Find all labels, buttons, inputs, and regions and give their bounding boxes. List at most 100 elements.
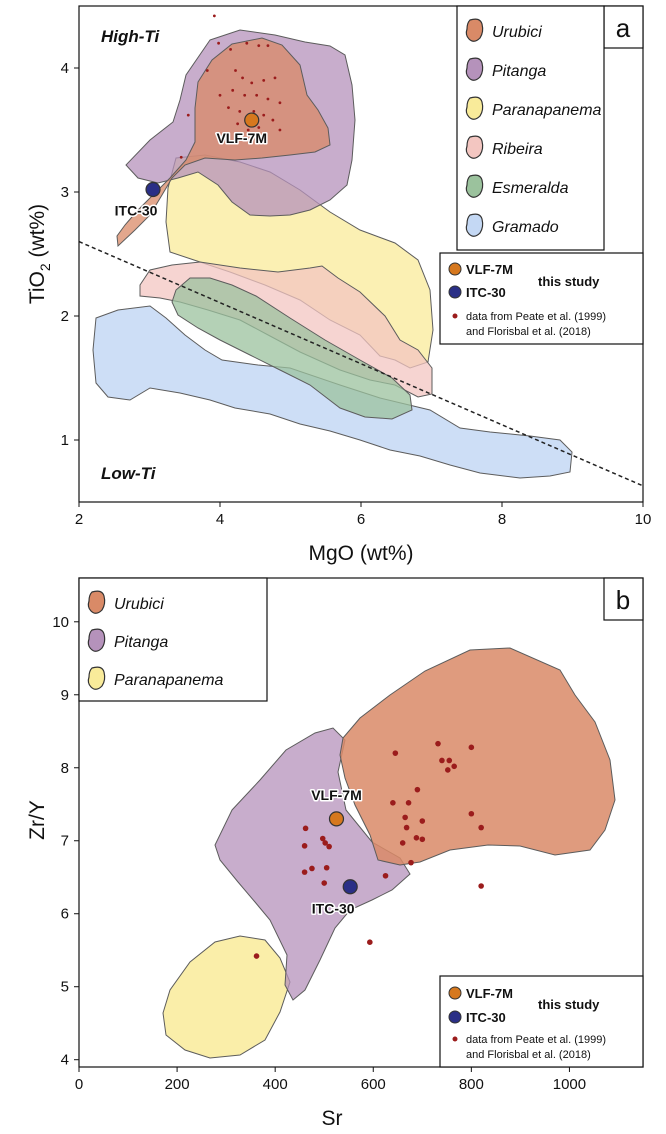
y-tick-label: 4 [61,1052,69,1069]
panel-b-letter-box [603,577,644,621]
field-b-paranapanema [162,935,291,1059]
legend-b-literature-line1: data from Peate et al. (1999) [466,1034,606,1046]
legend-label-gramado: Gramado [492,219,559,236]
field-b-pitanga [214,727,411,1001]
y-tick-label: 1 [61,432,69,449]
panel-b-ticks: 0 200 400 600 800 1000 4 5 6 7 8 9 10 [52,614,586,1093]
panel-a-fields: VLF-7M VLF-7M ITC-30 ITC-30 [79,14,643,487]
sample-label-halo: VLF-7M [216,130,267,146]
literature-point [326,843,332,850]
literature-point [212,14,216,18]
legend-b-this-study: this study [538,997,600,1012]
literature-point [266,97,270,101]
field-urubici [116,37,331,248]
sample-label-vlf-7m: VLF-7M [311,787,362,803]
panel-b-y-axis-title: Zr/Y [26,800,49,840]
panel-a-x-axis-title: MgO (wt%) [309,542,414,565]
x-tick-label: 6 [357,511,365,528]
literature-point [271,118,275,122]
legend-a-vlf7m-label: VLF-7M [466,262,513,277]
y-tick-label: 4 [61,60,69,77]
y-tick-label: 3 [61,184,69,201]
literature-point [262,113,266,117]
literature-point [402,814,408,821]
literature-point [231,88,235,92]
high-low-ti-divider-line [79,240,643,487]
panel-a-field-legend [456,5,605,251]
legend-swatch-urubici [465,18,484,42]
literature-point [273,76,277,80]
legend-label-paranapanema: Paranapanema [492,102,602,119]
literature-point [278,128,282,132]
panel-b-literature-points [253,740,484,959]
literature-point [451,763,457,770]
legend-label-urubici: Urubici [114,596,164,613]
x-tick-label: 4 [216,511,224,528]
legend-b-literature-marker [452,1036,458,1042]
x-tick-label: 200 [165,1076,190,1093]
literature-point [301,843,308,849]
y-tick-label: 9 [61,687,69,704]
legend-label-pitanga: Pitanga [114,634,168,651]
literature-point [250,81,254,85]
sample-label-halo: ITC-30 [115,203,158,219]
legend-a-this-study: this study [538,274,600,289]
literature-point [179,155,183,159]
x-tick-label: 8 [498,511,506,528]
literature-point [266,44,270,48]
legend-b-literature-line2: and Florisbal et al. (2018) [466,1049,591,1061]
literature-point [399,840,406,846]
panel-b-fields: VLF-7M VLF-7M ITC-30 ITC-30 [162,647,616,1059]
legend-swatch-paranapanema [87,666,106,690]
literature-point [229,48,232,51]
sample-point-vlf-7m [244,112,260,128]
panel-a-letter: a [616,13,631,43]
sample-label-itc-30: ITC-30 [312,901,355,917]
literature-point [205,69,209,72]
literature-point [246,128,250,132]
panel-b: VLF-7M VLF-7M ITC-30 ITC-30 0 200 400 600 800 10… [26,577,644,1130]
literature-point [367,939,373,945]
legend-swatch-pitanga [465,57,484,81]
literature-point [478,824,484,831]
legend-b-vlf7m-label: VLF-7M [466,986,513,1001]
legend-swatch-pitanga [87,628,106,652]
literature-point [245,41,249,45]
y-tick-label: 2 [61,308,69,325]
literature-point [413,835,420,841]
y-tick-label: 8 [61,760,69,777]
literature-point [255,93,259,97]
y-tick-label: 10 [52,614,69,631]
legend-a-itc30-marker [448,285,462,299]
panel-b-field-legend-items: Urubici Pitanga Paranapanema [87,590,224,690]
panel-a-letter-box [603,5,644,49]
literature-point [227,106,230,110]
panel-a-field-legend-items: Urubici Pitanga Paranapanema Ribeira Esmeral… [465,18,602,237]
legend-swatch-esmeralda [465,174,484,198]
legend-a-literature-marker [452,313,458,319]
x-tick-label: 2 [75,511,83,528]
literature-point [238,110,242,113]
sample-label-vlf-7m: VLF-7M [216,130,267,146]
y-tick-label: 5 [61,979,69,996]
sample-label-halo: VLF-7M [311,787,362,803]
field-esmeralda [171,277,413,420]
literature-point [408,859,414,866]
literature-point [468,810,475,817]
literature-point [262,79,266,82]
legend-swatch-paranapanema [465,96,484,120]
literature-point [419,836,426,843]
legend-label-paranapanema: Paranapanema [114,672,224,689]
legend-a-literature-line1: data from Peate et al. (1999) [466,311,606,323]
literature-point [414,786,421,793]
sample-label-itc-30: ITC-30 [115,203,158,219]
literature-point [403,824,410,831]
literature-point [341,909,347,916]
legend-b-itc30-marker [448,1010,462,1024]
high-ti-label: High-Ti [101,27,161,46]
literature-point [405,799,412,806]
